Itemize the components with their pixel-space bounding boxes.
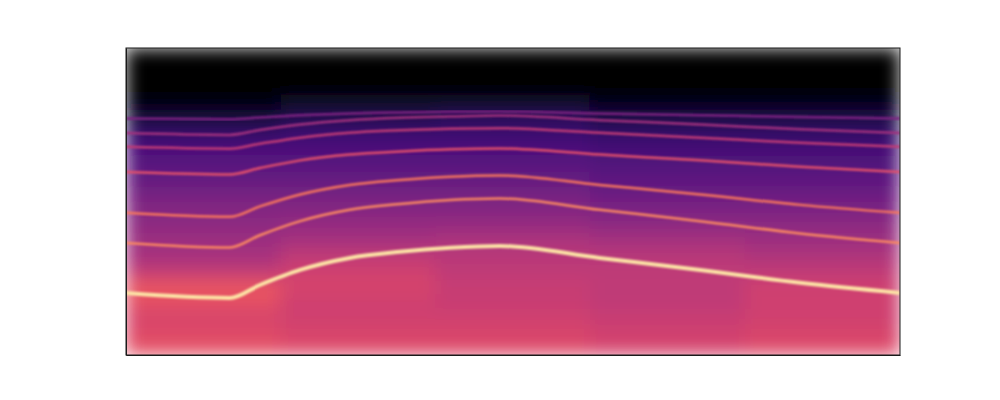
heatmap-cell [590,339,746,355]
heatmap-cell [126,216,281,232]
heatmap [126,48,900,355]
plot-clip-group [126,48,900,355]
heatmap-cell [435,339,591,355]
harmonic-line [126,128,900,149]
heatmap-cell [126,262,281,278]
plot-area [126,48,901,356]
heatmap-cell [435,94,591,110]
heatmap-cell [745,293,900,309]
harmonic-lines [126,112,900,298]
heatmap-cell [435,155,591,171]
heatmap-cell [745,262,900,278]
heatmap-cell [435,308,591,324]
heatmap-cell [435,48,591,64]
heatmap-cell [590,278,746,294]
harmonic-line [126,175,900,216]
heatmap-cell [280,324,436,340]
heatmap-cell [280,308,436,324]
harmonic-line [126,148,900,174]
heatmap-cell [280,293,436,309]
heatmap-cell [590,78,746,94]
heatmap-cell [435,324,591,340]
heatmap-cell [126,247,281,263]
heatmap-cell [590,201,746,217]
heatmap-cell [745,170,900,186]
heatmap-cell [280,339,436,355]
heatmap-cell [126,78,281,94]
heatmap-cell [280,232,436,248]
heatmap-cell [280,48,436,64]
chart-svg [0,0,1000,400]
heatmap-cell [745,78,900,94]
heatmap-cell [126,186,281,202]
heatmap-cell [126,63,281,79]
heatmap-cell [280,278,436,294]
heatmap-cell [745,63,900,79]
heatmap-cell [280,216,436,232]
heatmap-cell [126,48,281,64]
heatmap-cell [745,308,900,324]
heatmap-cell [126,339,281,355]
heatmap-cell [590,308,746,324]
heatmap-cell [435,63,591,79]
heatmap-cell [590,186,746,202]
heatmap-cell [590,324,746,340]
heatmap-cell [280,63,436,79]
harmonic-line [126,112,900,120]
heatmap-cell [590,293,746,309]
heatmap-cell [745,94,900,110]
heatmap-cell [590,232,746,248]
heatmap-cell [590,48,746,64]
heatmap-cell [435,124,591,140]
heatmap-cell [280,94,436,110]
heatmap-cell [126,94,281,110]
heatmap-cell [435,293,591,309]
heatmap-cell [435,262,591,278]
heatmap-cell [435,201,591,217]
heatmap-cell [280,78,436,94]
heatmap-cell [745,186,900,202]
chart-container [0,0,1000,400]
heatmap-cell [590,170,746,186]
heatmap-cell [745,339,900,355]
heatmap-cell [126,324,281,340]
heatmap-cell [745,201,900,217]
harmonic-line [126,246,900,298]
harmonic-line [126,198,900,247]
heatmap-cell [745,247,900,263]
heatmap-cell [435,78,591,94]
heatmap-cell [435,216,591,232]
heatmap-cell [745,48,900,64]
heatmap-cell [435,278,591,294]
heatmap-cell [126,308,281,324]
heatmap-cell [590,63,746,79]
heatmap-cell [590,94,746,110]
heatmap-cell [280,155,436,171]
heatmap-cell [590,140,746,156]
heatmap-cell [745,324,900,340]
plot-frame [126,48,900,355]
heatmap-cell [435,170,591,186]
